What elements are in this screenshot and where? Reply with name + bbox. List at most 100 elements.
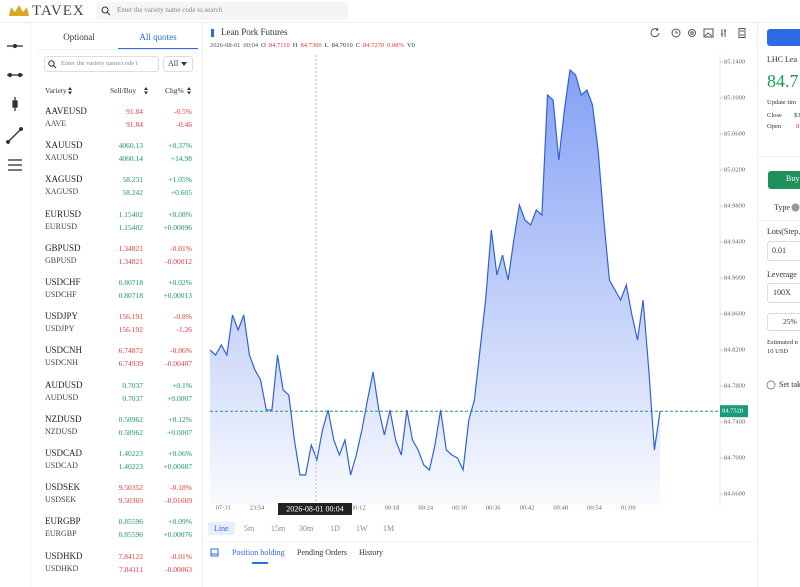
- quote-row[interactable]: XAUUSD XAUUSD 4060.13 4060.14 +0.37% +14.98: [30, 138, 200, 168]
- chart-tools[interactable]: [650, 27, 750, 39]
- percent-button[interactable]: [767, 313, 800, 331]
- area-fill: [210, 70, 660, 505]
- quotes-search[interactable]: [44, 56, 159, 72]
- percent-text: 25%: [783, 317, 797, 326]
- variety-code: USDHKD: [45, 563, 79, 573]
- change-pct: +0.1%: [172, 380, 192, 390]
- variety-code: USDSEK: [45, 495, 77, 505]
- toolbar: [0, 23, 31, 587]
- variety-name: USDCHF: [45, 277, 81, 287]
- lots-input[interactable]: [767, 241, 800, 261]
- buy-price: 58.242: [122, 188, 143, 198]
- quote-row[interactable]: GBPUSD GBPUSD 1.34821 1.34821 -0.01% -0.00012: [30, 241, 200, 271]
- ohlc-item: 00:04: [243, 42, 259, 49]
- tab-position[interactable]: Position holding: [232, 548, 285, 557]
- y-tick-label: 84.7000: [724, 454, 745, 461]
- variety-code: USDJPY: [45, 324, 75, 334]
- ohlc-item: 84.7110: [268, 42, 290, 49]
- quote-row[interactable]: AUDUSD AUDUSD 0.7037 0.7037 +0.1% +0.0007: [30, 378, 200, 408]
- buy-price: 4060.14: [118, 154, 143, 164]
- quote-row[interactable]: USDSEK USDSEK 9.50352 9.50369 -0.18% -0.01669: [30, 480, 200, 510]
- y-tick-label: 85.1000: [724, 94, 745, 101]
- quote-row[interactable]: USDCAD USDCAD 1.40223 1.40223 +0.06% +0.00087: [30, 446, 200, 476]
- type-icon: [791, 203, 800, 212]
- sell-price: 9.50352: [118, 483, 143, 493]
- quote-row[interactable]: USDJPY USDJPY 156.191 156.192 -0.8% -1.26: [30, 309, 200, 339]
- header: [0, 0, 800, 23]
- x-tick-label: 07-31: [216, 504, 231, 511]
- quote-row[interactable]: USDHKD USDHKD 7.84122 7.84111 -0.01% -0.00063: [30, 549, 200, 579]
- order-sep-2: [758, 220, 800, 221]
- lots-value: 0.01: [772, 246, 786, 255]
- toolbar-icons: [6, 43, 23, 171]
- x-tick-label: 00:48: [553, 504, 568, 511]
- sell-price: 0.80718: [118, 278, 143, 287]
- order-symbol: LHC Lea: [767, 55, 797, 64]
- y-tick-label: 84.6600: [724, 490, 745, 497]
- change: -1.26: [176, 325, 192, 335]
- change-pct: +0.12%: [168, 414, 192, 424]
- leverage-select[interactable]: [767, 283, 800, 303]
- col-sell-buy[interactable]: Sell/Buy: [110, 86, 137, 95]
- timeframe-button[interactable]: 1D: [330, 524, 340, 533]
- change-pct: +0.37%: [168, 141, 192, 151]
- order-tab-button[interactable]: [767, 29, 800, 46]
- ohlc-item: 84.7270: [363, 42, 385, 49]
- quote-row[interactable]: USDCNH USDCNH 6.74872 6.74939 -0.06% -0.00407: [30, 343, 200, 373]
- ohlc-item: C: [355, 42, 361, 49]
- buy-price: 0.85596: [118, 530, 143, 540]
- quote-row[interactable]: XAGUSD XAGUSD 58.231 58.242 +1.05% +0.605: [30, 172, 200, 202]
- col-chg[interactable]: Chg%: [165, 86, 184, 95]
- sell-price: 4060.13: [118, 141, 143, 151]
- ohlc-item: 84.7010: [331, 42, 353, 49]
- take-profit-radio[interactable]: [766, 380, 776, 390]
- buy-price: 1.40223: [118, 462, 143, 471]
- x-tick-label: 23:54: [250, 504, 266, 511]
- tab-all-quotes[interactable]: All quotes: [139, 32, 177, 42]
- order-sep: [758, 156, 800, 157]
- change-pct: +0.06%: [168, 449, 192, 458]
- timeframe-button[interactable]: 1W: [356, 524, 368, 533]
- buy-price: 0.7037: [122, 393, 143, 403]
- timeframe-button[interactable]: Line: [208, 522, 235, 535]
- timeframe-button[interactable]: 5m: [244, 524, 255, 533]
- estimated-value: 10 USD: [767, 348, 789, 355]
- buy-price: 156.192: [118, 325, 143, 335]
- x-tick-label: 00:30: [452, 504, 467, 511]
- buy-button[interactable]: [768, 171, 800, 189]
- ohlc-item: 2026-08-01: [210, 42, 241, 49]
- variety-code: USDCNH: [45, 358, 78, 368]
- sort-icons: [68, 87, 191, 95]
- crosshair-box: [278, 503, 352, 515]
- timeframe-button[interactable]: 30m: [299, 524, 314, 533]
- col-variety[interactable]: Variety: [45, 86, 67, 95]
- tab-optional[interactable]: Optional: [63, 32, 95, 42]
- quote-row[interactable]: USDCHF USDCHF 0.80718 0.80718 +0.02% +0.00013: [30, 275, 200, 305]
- variety-name: USDCNH: [45, 345, 83, 356]
- quote-row[interactable]: EURGBP EURGBP 0.85596 0.85596 +0.09% +0.00076: [30, 514, 200, 544]
- variety-code: EURGBP: [45, 529, 77, 539]
- tab-position-underline: [252, 562, 268, 564]
- ohlc-item: 84.7300: [300, 42, 322, 49]
- change: +0.0007: [167, 393, 192, 403]
- timeframe-button[interactable]: 1M: [383, 524, 395, 533]
- timeframe-button[interactable]: 15m: [271, 524, 286, 533]
- buy-price: 0.80718: [118, 291, 143, 300]
- quote-row[interactable]: EURUSD EURUSD 1.15402 1.15402 +0.08% +0.00096: [30, 207, 200, 237]
- tab-pending[interactable]: Pending Orders: [297, 548, 347, 557]
- x-tick-label: 01:00: [621, 504, 636, 511]
- quote-row[interactable]: NZDUSD NZDUSD 0.58962 0.58962 +0.12% +0.0007: [30, 412, 200, 442]
- tab-history[interactable]: History: [359, 548, 383, 557]
- open-value: 8: [796, 123, 800, 130]
- search-box[interactable]: [96, 2, 348, 20]
- variety-code: EURUSD: [45, 221, 78, 231]
- change-pct: -0.01%: [170, 243, 192, 253]
- sell-price: 1.15402: [118, 209, 143, 219]
- order-divider: [757, 23, 758, 587]
- change: +0.0007: [167, 427, 192, 437]
- change-pct: -0.06%: [170, 346, 192, 356]
- filter-select[interactable]: [163, 56, 193, 72]
- variety-name: EURUSD: [45, 208, 82, 219]
- quote-row[interactable]: AAVEUSD AAVE 91.84 91.84 -0.5% -0.46: [30, 104, 200, 134]
